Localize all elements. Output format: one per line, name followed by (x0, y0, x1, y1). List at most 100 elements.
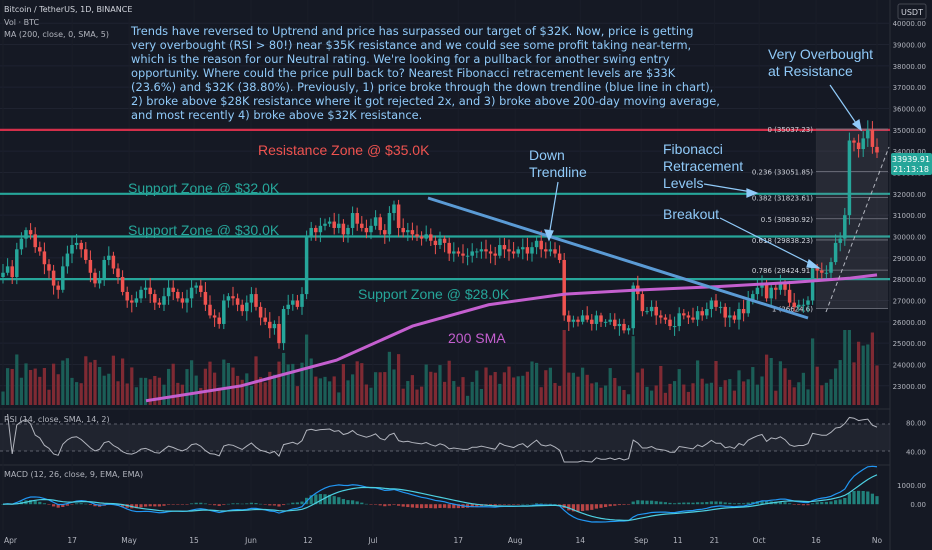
volume-bar (410, 375, 415, 405)
macd-hist-bar (475, 504, 479, 507)
candle-body (15, 249, 19, 278)
candle-body (231, 296, 235, 299)
annotation-arrows (544, 84, 862, 269)
macd-hist-bar (281, 504, 286, 506)
time-axis: Apr 17 May 15 Jun 12 Jul 17 Aug 14 Sep 11 21 Oct 16 No (4, 536, 883, 545)
commentary-line: 2) broke above $28K resistance where it … (131, 94, 720, 108)
macd-hist-bar (189, 503, 194, 505)
volume-bar (51, 363, 56, 405)
volume-bar (590, 383, 594, 405)
down-trendline-label: Trendline (529, 164, 587, 180)
candle-body (452, 251, 456, 254)
macd-hist-bar (847, 493, 852, 505)
candle-body (774, 287, 778, 290)
candle-body (557, 253, 562, 260)
volume-bar (79, 383, 83, 405)
volume-bar (737, 370, 741, 405)
currency-badge[interactable]: USDT (901, 8, 923, 17)
candle-body (870, 129, 875, 147)
fib-level-label: 1 (26624.6) (772, 305, 813, 313)
candle-body (258, 306, 263, 318)
macd-hist-bar (608, 504, 612, 507)
macd-hist-bar (199, 502, 203, 505)
macd-hist-bar (28, 500, 33, 505)
candle-body (544, 249, 548, 252)
macd-hist-bar (231, 503, 235, 505)
macd-hist-bar (695, 502, 700, 505)
volume-bar (843, 330, 847, 405)
volume-bar (663, 392, 668, 405)
macd-hist-bar (171, 504, 175, 505)
rsi-band (0, 424, 890, 451)
macd-hist-bar (603, 504, 608, 508)
volume-bar (691, 383, 695, 405)
rsi-label: RSI (14, close, SMA, 14, 2) (4, 415, 110, 424)
macd-hist-bar (327, 494, 332, 505)
candle-body (856, 142, 861, 150)
macd-hist-bar (783, 502, 787, 505)
volume-bar (801, 372, 806, 405)
volume-bar (769, 357, 773, 405)
macd-hist-bar (392, 504, 396, 505)
volume-bar (484, 367, 488, 405)
macd-hist-bar (787, 503, 792, 505)
candle-body (410, 230, 415, 235)
macd-hist-bar (415, 504, 419, 508)
candle-body (562, 259, 566, 316)
macd-hist-bar (235, 503, 240, 505)
volume-bar (672, 381, 677, 405)
candle-body (728, 315, 732, 318)
volume-bar (19, 377, 24, 405)
volume-bar (134, 387, 139, 405)
macd-hist-bar (672, 503, 677, 505)
macd-hist-bar (590, 504, 594, 510)
candle-body (718, 306, 723, 308)
candle-body (429, 234, 433, 241)
macd-hist-bar (93, 504, 97, 507)
macd-hist-bar (185, 504, 189, 505)
candle-body (125, 291, 129, 301)
macd-hist-bar (571, 504, 576, 512)
macd-hist-bar (622, 504, 626, 505)
candle-body (723, 306, 727, 318)
macd-hist-bar (663, 502, 668, 505)
candle-body (369, 225, 373, 233)
macd-hist-bar (820, 501, 824, 505)
candle-body (682, 313, 686, 316)
macd-hist-bar (534, 503, 539, 505)
support-32k-label: Support Zone @ $32.0K (128, 180, 280, 196)
candle-body (617, 323, 622, 327)
macd-hist-bar (797, 504, 801, 505)
macd-hist-bar (452, 504, 456, 509)
volume-bar (567, 372, 571, 405)
macd-hist-bar (718, 501, 723, 505)
candle-body (383, 230, 387, 235)
fib-level-label: 0.5 (30830.92) (761, 216, 813, 224)
candle-body (401, 227, 405, 233)
fib-level-label: 0.382 (31823.61) (752, 195, 813, 203)
candle-body (787, 289, 792, 303)
candle-body (626, 328, 631, 331)
candle-body (649, 306, 654, 312)
fib-level-label: 0.618 (29838.23) (752, 237, 813, 245)
candle-body (84, 249, 88, 260)
volume-bar (585, 374, 589, 405)
volume-bar (728, 379, 732, 405)
macd-hist-bar (843, 497, 847, 505)
candle-body (654, 306, 658, 316)
candle-body (277, 323, 281, 344)
volume-bar (314, 376, 318, 405)
candle-body (580, 315, 585, 322)
candle-body (116, 268, 120, 278)
candle-body (861, 138, 865, 150)
macd-hist-bar (677, 502, 681, 505)
macd-hist-bar (337, 497, 341, 505)
candle-body (539, 240, 543, 250)
volume-bar (97, 366, 102, 405)
volume-bar (668, 383, 672, 405)
down-trendline[interactable] (427, 196, 809, 320)
fib-levels-label: Retracement (663, 158, 743, 174)
symbol-line[interactable]: Bitcoin / TetherUS, 1D, BINANCE (4, 5, 132, 14)
currency-badge-box[interactable] (897, 3, 927, 20)
